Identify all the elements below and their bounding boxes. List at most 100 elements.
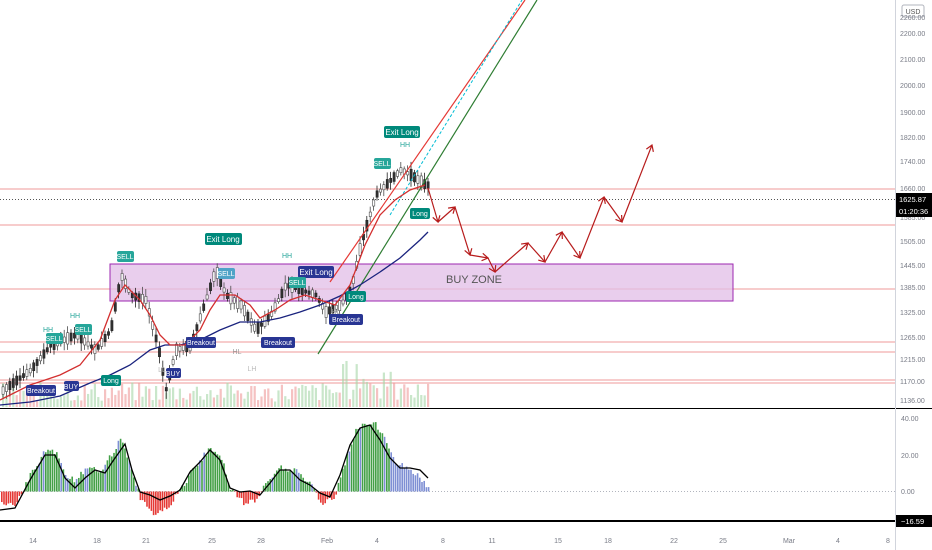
candle-body xyxy=(232,297,236,304)
exit-long-label-1: Exit Long xyxy=(205,233,242,245)
histogram-bar xyxy=(401,463,403,492)
candle-body xyxy=(18,375,22,381)
histogram-bar xyxy=(313,488,315,492)
currency-badge[interactable] xyxy=(901,4,925,18)
histogram-bar xyxy=(390,452,392,492)
volume-bar xyxy=(233,393,236,407)
price-tick: 1325.00 xyxy=(900,310,925,317)
currency-badge-label: USD xyxy=(906,9,921,16)
histogram-bar xyxy=(102,469,104,492)
volume-bar xyxy=(93,383,96,407)
histogram-bar xyxy=(93,467,95,492)
volume-bar xyxy=(66,388,69,407)
arrow-segment xyxy=(544,231,563,263)
volume-bar xyxy=(379,398,382,407)
buy-zone[interactable] xyxy=(109,263,734,302)
histogram-bar xyxy=(339,477,342,492)
histogram-bar xyxy=(392,456,395,492)
volume-bar xyxy=(284,396,287,407)
candle-body xyxy=(283,282,287,291)
volume-bar xyxy=(56,399,59,407)
candle-body xyxy=(161,367,165,376)
histogram-bar xyxy=(364,423,366,492)
histogram-bar xyxy=(53,454,56,492)
candle-body xyxy=(83,337,87,346)
main-pane[interactable] xyxy=(0,0,895,408)
volume-bar xyxy=(236,390,239,407)
volume-bar xyxy=(5,395,8,407)
hl-marker-2: HL xyxy=(332,309,341,316)
histogram-bar xyxy=(350,444,353,492)
channel-mid-line[interactable] xyxy=(389,0,523,216)
volume-bar xyxy=(46,394,49,407)
volume-bar xyxy=(362,378,365,407)
channel-upper-line[interactable] xyxy=(329,0,526,283)
histogram-bar xyxy=(69,478,71,492)
lh-marker-1: LH xyxy=(248,366,257,373)
histogram-bar xyxy=(238,491,241,498)
volume-bar xyxy=(19,390,22,407)
candle-body xyxy=(277,298,280,303)
histogram-bar xyxy=(172,491,175,502)
time-tick: 11 xyxy=(488,538,495,545)
candle-body xyxy=(90,344,93,349)
price-tick: 1265.00 xyxy=(900,335,925,342)
volume-bar xyxy=(335,392,338,407)
volume-bar xyxy=(277,390,280,407)
histogram-bar xyxy=(355,428,357,492)
time-tick: 4 xyxy=(375,538,379,545)
time-tick: 15 xyxy=(554,538,562,545)
svg-text:SELL: SELL xyxy=(45,336,62,343)
candle-body xyxy=(202,303,206,311)
volume-bar xyxy=(352,389,355,407)
volume-bar xyxy=(73,400,76,407)
candle-body xyxy=(8,381,12,390)
price-axis-pane[interactable] xyxy=(895,0,932,550)
histogram-bar xyxy=(91,467,93,492)
arrow-segment xyxy=(561,231,581,259)
histogram-bar xyxy=(34,469,36,492)
histogram-bar xyxy=(309,481,311,492)
volume-bar xyxy=(124,394,127,407)
histogram-bar xyxy=(111,456,113,492)
osc-tick: 0.00 xyxy=(901,489,915,496)
time-axis[interactable]: 14 18 21 25 28 Feb 4 8 11 15 18 22 25 Ma… xyxy=(29,538,890,545)
breakout-label-1: Breakout xyxy=(26,385,56,396)
volume-bar xyxy=(104,389,107,407)
volume-bar xyxy=(107,398,110,407)
histogram-bar xyxy=(304,481,307,492)
hh-marker-1: HH xyxy=(70,313,80,320)
volume-bar xyxy=(22,390,25,407)
long-label-2: Long xyxy=(101,375,121,386)
volume-bar xyxy=(36,401,39,407)
volume-bar xyxy=(49,394,52,407)
histogram-bar xyxy=(62,469,65,492)
candle-body xyxy=(396,170,399,177)
candle-body xyxy=(334,304,338,310)
histogram-bar xyxy=(29,472,32,492)
projected-path-arrows[interactable] xyxy=(427,143,654,274)
sell-label-4: SELL xyxy=(217,268,235,279)
histogram-bar xyxy=(183,485,186,492)
time-tick: Feb xyxy=(321,538,333,545)
histogram-bar xyxy=(315,491,318,493)
histogram-bar xyxy=(322,491,324,505)
candle-body xyxy=(120,273,124,281)
candle-body xyxy=(307,290,311,295)
candle-body xyxy=(399,167,403,174)
histogram-bar xyxy=(335,491,337,495)
histogram-bar xyxy=(86,468,89,492)
oscillator-pane[interactable] xyxy=(0,422,895,516)
price-axis[interactable]: USD 2260.00 2200.00 2100.00 2000.00 1900… xyxy=(896,4,932,527)
candle-body xyxy=(328,306,331,315)
arrow-segment xyxy=(454,206,471,256)
volume-bar xyxy=(304,386,307,407)
histogram-bar xyxy=(386,443,388,492)
histogram-bar xyxy=(293,468,296,492)
time-tick: 25 xyxy=(208,538,216,545)
histogram-bar xyxy=(199,460,201,492)
histogram-bar xyxy=(271,477,274,492)
histogram-bar xyxy=(227,482,230,492)
histogram-bar xyxy=(56,452,58,492)
